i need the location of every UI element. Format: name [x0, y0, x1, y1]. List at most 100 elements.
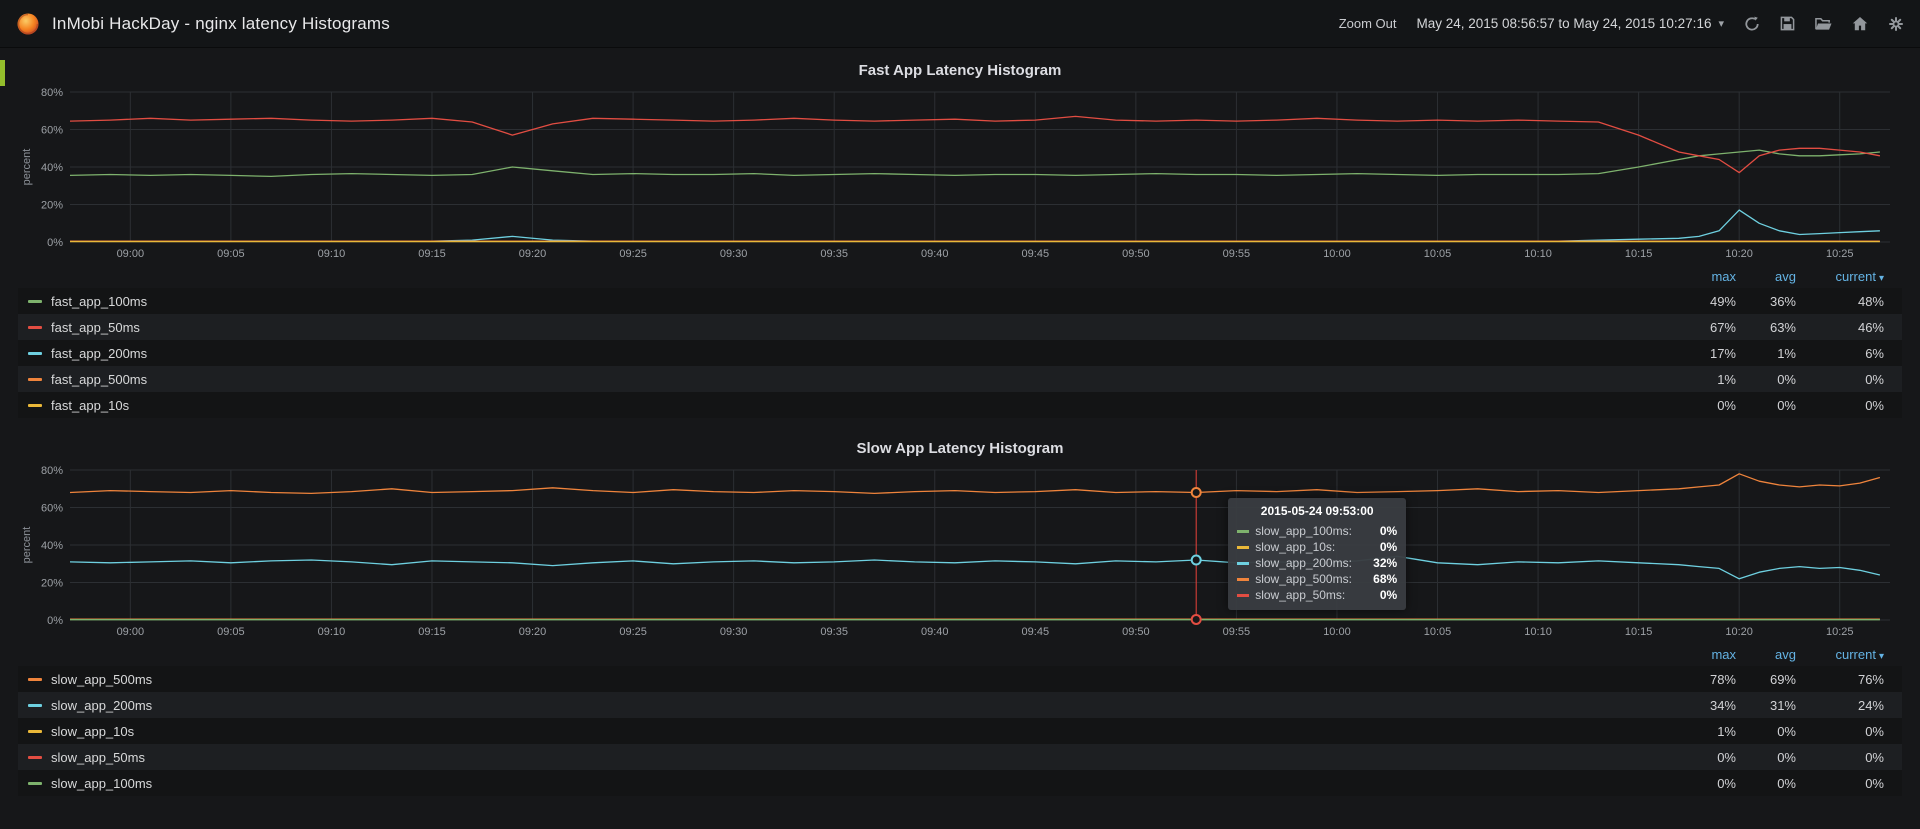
grafana-logo-icon[interactable]	[16, 12, 40, 36]
series-name[interactable]: slow_app_100ms	[51, 775, 153, 791]
legend-series-row[interactable]: fast_app_10s 0% 0% 0%	[18, 392, 1902, 418]
series-max-value: 17%	[1709, 345, 1736, 361]
series-name[interactable]: fast_app_500ms	[51, 371, 148, 387]
zoom-out-button[interactable]: Zoom Out	[1338, 16, 1397, 31]
series-avg-value: 0%	[1777, 397, 1796, 413]
series-color-dash	[28, 299, 42, 303]
home-icon[interactable]	[1852, 16, 1868, 31]
row-collapse-toggle[interactable]	[0, 60, 5, 86]
series-max-value: 0%	[1717, 749, 1736, 765]
tooltip-rows: slow_app_100ms: 0% slow_app_10s: 0% slow…	[1237, 523, 1397, 603]
series-color-dash	[28, 703, 42, 707]
x-tick-label: 10:20	[1725, 248, 1753, 260]
series-current-value: 48%	[1857, 293, 1884, 309]
y-tick-label: 60%	[41, 125, 63, 137]
folder-open-icon[interactable]	[1815, 17, 1832, 31]
y-tick-label: 80%	[41, 465, 63, 477]
legend-series-row[interactable]: slow_app_50ms 0% 0% 0%	[18, 744, 1902, 770]
legend-series-row[interactable]: slow_app_200ms 34% 31% 24%	[18, 692, 1902, 718]
legend-series-row[interactable]: slow_app_100ms 0% 0% 0%	[18, 770, 1902, 796]
x-tick-label: 09:50	[1122, 626, 1150, 638]
legend-sort-max[interactable]: max	[1711, 268, 1736, 284]
series-name[interactable]: fast_app_200ms	[51, 345, 148, 361]
legend-header: max avg current ▾	[18, 264, 1902, 288]
tooltip-series-name: slow_app_200ms:	[1255, 556, 1352, 570]
series-line-fast_app_100ms	[69, 149, 1880, 178]
fast-app-chart[interactable]: 0% 20% 40% 60% 80% 09:00 09:05 09:10 09:15 09:20 0…	[18, 84, 1902, 262]
y-tick-label: 0%	[47, 237, 63, 249]
x-tick-label: 09:10	[318, 626, 346, 638]
chart-canvas[interactable]: 0% 20% 40% 60% 80% 09:00 09:05 09:10 09:15 09:20 0…	[18, 84, 1902, 262]
series-name[interactable]: slow_app_500ms	[51, 671, 153, 687]
crosshair-marker	[1190, 487, 1202, 498]
series-name[interactable]: fast_app_10s	[51, 397, 130, 413]
series-avg-value: 0%	[1777, 775, 1796, 791]
series-name[interactable]: fast_app_100ms	[51, 293, 148, 309]
series-max-value: 67%	[1709, 319, 1736, 335]
refresh-icon[interactable]	[1744, 16, 1760, 32]
legend-sort-current-label: current	[1835, 646, 1876, 662]
gear-icon[interactable]	[1888, 16, 1904, 32]
y-tick-label: 60%	[41, 503, 63, 515]
tooltip-series-row: slow_app_10s: 0%	[1237, 539, 1397, 555]
legend-sort-avg[interactable]: avg	[1775, 268, 1796, 284]
legend-series-row[interactable]: fast_app_200ms 17% 1% 6%	[18, 340, 1902, 366]
series-avg-value: 69%	[1769, 671, 1796, 687]
save-icon[interactable]	[1780, 16, 1795, 31]
crosshair-marker	[1190, 554, 1202, 566]
time-range-picker[interactable]: May 24, 2015 08:56:57 to May 24, 2015 10…	[1416, 16, 1724, 31]
series-line-slow_app_200ms	[69, 555, 1881, 580]
dashboard-title[interactable]: InMobi HackDay - nginx latency Histogram…	[52, 13, 390, 33]
series-name[interactable]: slow_app_10s	[51, 723, 135, 739]
panel-title-slow[interactable]: Slow App Latency Histogram	[856, 440, 1064, 457]
series-avg-value: 1%	[1777, 345, 1796, 361]
legend-sort-current[interactable]: current ▾	[1796, 646, 1885, 662]
series-max-value: 0%	[1717, 397, 1736, 413]
legend-sort-current[interactable]: current ▾	[1796, 268, 1885, 284]
legend-series-row[interactable]: fast_app_50ms 67% 63% 46%	[18, 314, 1902, 340]
legend-series-row[interactable]: slow_app_500ms 78% 69% 76%	[18, 666, 1902, 692]
slow-app-chart[interactable]: 2015-05-24 09:53:00 slow_app_100ms: 0% s…	[18, 462, 1902, 640]
tooltip-series-name: slow_app_10s:	[1255, 540, 1336, 554]
y-tick-label: 0%	[47, 615, 63, 627]
panel-title-fast[interactable]: Fast App Latency Histogram	[858, 62, 1062, 79]
x-tick-label: 09:55	[1223, 626, 1251, 638]
legend-sort-max[interactable]: max	[1711, 646, 1736, 662]
legend-series-row[interactable]: fast_app_100ms 49% 36% 48%	[18, 288, 1902, 314]
x-tick-label: 09:00	[117, 248, 145, 260]
slow-app-legend: max avg current ▾ slow_app_500ms 78% 69% …	[18, 642, 1902, 796]
series-current-value: 0%	[1865, 775, 1884, 791]
series-current-value: 0%	[1865, 723, 1884, 739]
series-name[interactable]: slow_app_50ms	[51, 749, 145, 765]
series-color-dash	[1237, 593, 1250, 597]
tooltip-series-name: slow_app_50ms:	[1255, 588, 1346, 602]
x-tick-label: 09:35	[820, 626, 848, 638]
y-tick-label: 20%	[41, 200, 63, 212]
tooltip-series-value: 0%	[1379, 524, 1398, 538]
legend-series-row[interactable]: slow_app_10s 1% 0% 0%	[18, 718, 1902, 744]
x-tick-label: 10:25	[1826, 626, 1854, 638]
legend-sort-current-label: current	[1835, 268, 1876, 284]
legend-sort-avg[interactable]: avg	[1775, 646, 1796, 662]
series-color-dash	[28, 677, 42, 681]
legend-series-row[interactable]: fast_app_500ms 1% 0% 0%	[18, 366, 1902, 392]
x-tick-label: 09:50	[1122, 248, 1150, 260]
tooltip-time: 2015-05-24 09:53:00	[1260, 504, 1374, 518]
x-tick-label: 10:10	[1524, 248, 1552, 260]
legend-body: slow_app_500ms 78% 69% 76% slow_app_200m…	[18, 666, 1902, 796]
tooltip-series-name: slow_app_100ms:	[1255, 524, 1352, 538]
chart-canvas[interactable]: 0% 20% 40% 60% 80% 09:00 09:05 09:10 09:15 09:20 0…	[18, 462, 1902, 640]
series-avg-value: 0%	[1777, 371, 1796, 387]
series-name[interactable]: fast_app_50ms	[51, 319, 140, 335]
series-current-value: 76%	[1857, 671, 1884, 687]
x-tick-label: 10:15	[1625, 626, 1653, 638]
x-tick-label: 09:30	[720, 248, 748, 260]
series-avg-value: 0%	[1777, 749, 1796, 765]
crosshair-marker	[1190, 613, 1202, 625]
x-tick-label: 09:40	[921, 248, 949, 260]
x-tick-label: 09:20	[519, 626, 547, 638]
y-axis-label: percent	[21, 527, 33, 564]
series-current-value: 0%	[1865, 397, 1884, 413]
y-tick-label: 20%	[41, 578, 63, 590]
series-name[interactable]: slow_app_200ms	[51, 697, 153, 713]
